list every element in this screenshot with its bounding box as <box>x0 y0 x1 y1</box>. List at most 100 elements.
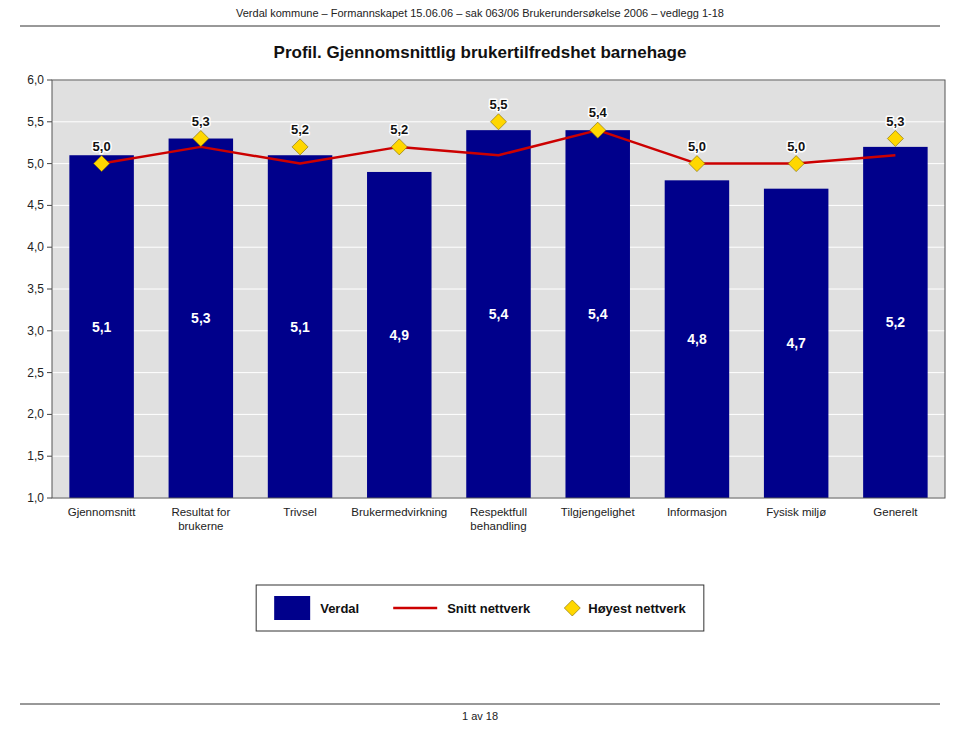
tick-label: 1,0 <box>27 491 44 505</box>
tick-mark <box>47 247 52 248</box>
tick-mark <box>47 330 52 331</box>
bar <box>863 147 927 498</box>
chart: Verdal kommune – Formannskapet 15.06.06 … <box>0 0 960 730</box>
marker <box>887 131 903 147</box>
marker <box>94 156 110 172</box>
tick-label-line: Brukermedvirkning <box>351 506 447 518</box>
header: Verdal kommune – Formannskapet 15.06.06 … <box>236 7 724 19</box>
tick-mark <box>47 289 52 290</box>
tick-label-line: Trivsel <box>283 506 316 518</box>
tick-mark <box>47 372 52 373</box>
tick-label: 6,0 <box>27 73 44 87</box>
plot-frame <box>52 80 945 498</box>
data-label: 5,1 <box>92 319 112 335</box>
data-marks <box>69 114 927 498</box>
legend-label: Høyest nettverk <box>588 601 686 616</box>
bar <box>665 180 729 498</box>
marker <box>590 122 606 138</box>
tick-label: Trivsel <box>283 506 316 518</box>
data-label: 5,0 <box>787 139 805 154</box>
data-label: 4,7 <box>786 335 806 351</box>
marker <box>292 139 308 155</box>
data-label: 5,2 <box>390 122 408 137</box>
tick-label-line: Fysisk miljø <box>766 506 826 518</box>
grid <box>52 80 945 498</box>
data-label: 5,0 <box>93 139 111 154</box>
tick-mark <box>47 414 52 415</box>
x-axis: Gjennomsnitt Resultat for brukerne Trivsel B… <box>68 506 919 532</box>
tick-mark <box>47 121 52 122</box>
tick-label-line: Gjennomsnitt <box>68 506 137 518</box>
title: Profil. Gjennomsnittlig brukertilfredshe… <box>274 43 687 62</box>
marker <box>491 114 507 130</box>
bar <box>764 189 828 498</box>
tick-label: Resultat for brukerne <box>171 506 230 532</box>
tick-label: Informasjon <box>667 506 727 518</box>
data-labels: 5,1 5,3 5,1 4,9 5,4 5,4 4,8 4,7 5,2 5,0 5,3 5,2 5,2 5… <box>92 97 905 352</box>
legend-swatch <box>393 607 437 610</box>
data-label: 5,2 <box>291 122 309 137</box>
tick-label: Fysisk miljø <box>766 506 826 518</box>
tick-label-line: Informasjon <box>667 506 727 518</box>
tick-mark <box>47 498 52 499</box>
data-label: 5,4 <box>588 306 608 322</box>
data-label: 5,1 <box>290 319 310 335</box>
tick-mark <box>47 205 52 206</box>
tick-label: Brukermedvirkning <box>351 506 447 518</box>
data-label: 5,3 <box>191 310 211 326</box>
tick-label: 5,0 <box>27 157 44 171</box>
data-label: 5,4 <box>489 306 509 322</box>
marker <box>391 139 407 155</box>
legend-swatch <box>274 596 310 620</box>
bar <box>69 155 133 498</box>
tick-label: 4,0 <box>27 240 44 254</box>
marker <box>193 131 209 147</box>
tick-label-line: Resultat for <box>171 506 230 518</box>
data-label: 5,3 <box>886 114 904 129</box>
tick-label: 2,5 <box>27 366 44 380</box>
bar <box>268 155 332 498</box>
bar <box>367 172 431 498</box>
plot-background <box>52 80 945 498</box>
marker <box>788 156 804 172</box>
separator <box>20 704 940 705</box>
data-label: 5,3 <box>192 114 210 129</box>
tick-label: 1,5 <box>27 449 44 463</box>
tick-mark <box>47 80 52 81</box>
tick-label-line: behandling <box>470 520 526 532</box>
tick-label-line: Tilgjengelighet <box>561 506 636 518</box>
tick-label: 3,5 <box>27 282 44 296</box>
tick-label: 4,5 <box>27 198 44 212</box>
data-label: 5,4 <box>589 105 608 120</box>
data-label: 5,0 <box>688 139 706 154</box>
tick-label-line: brukerne <box>178 520 223 532</box>
bar <box>169 139 233 498</box>
data-label: 5,2 <box>886 314 906 330</box>
tick-label: Tilgjengelighet <box>561 506 636 518</box>
tick-label: Gjennomsnitt <box>68 506 137 518</box>
bar <box>565 130 629 498</box>
tick-label-line: Respektfull <box>470 506 527 518</box>
separator <box>20 26 940 27</box>
data-label: 5,5 <box>489 97 507 112</box>
legend-box <box>256 585 704 631</box>
legend-label: Snitt nettverk <box>447 601 531 616</box>
tick-label: 2,0 <box>27 407 44 421</box>
tick-label: Generelt <box>873 506 918 518</box>
line <box>102 130 896 163</box>
tick-label: Respektfull behandling <box>470 506 527 532</box>
tick-label: 3,0 <box>27 324 44 338</box>
marker <box>689 156 705 172</box>
data-label: 4,8 <box>687 331 707 347</box>
y-axis: 1,0 1,5 2,0 2,5 3,0 3,5 4,0 4,5 5,0 5,5 6,0 <box>27 73 52 505</box>
data-label: 4,9 <box>390 327 410 343</box>
tick-label: 5,5 <box>27 115 44 129</box>
bar <box>466 130 530 498</box>
tick-mark <box>47 456 52 457</box>
legend: Verdal Snitt nettverk Høyest nettverk <box>256 585 704 631</box>
legend-label: Verdal <box>320 601 359 616</box>
footer: 1 av 18 <box>462 710 498 722</box>
legend-swatch <box>564 600 580 616</box>
tick-label-line: Generelt <box>873 506 918 518</box>
tick-mark <box>47 163 52 164</box>
